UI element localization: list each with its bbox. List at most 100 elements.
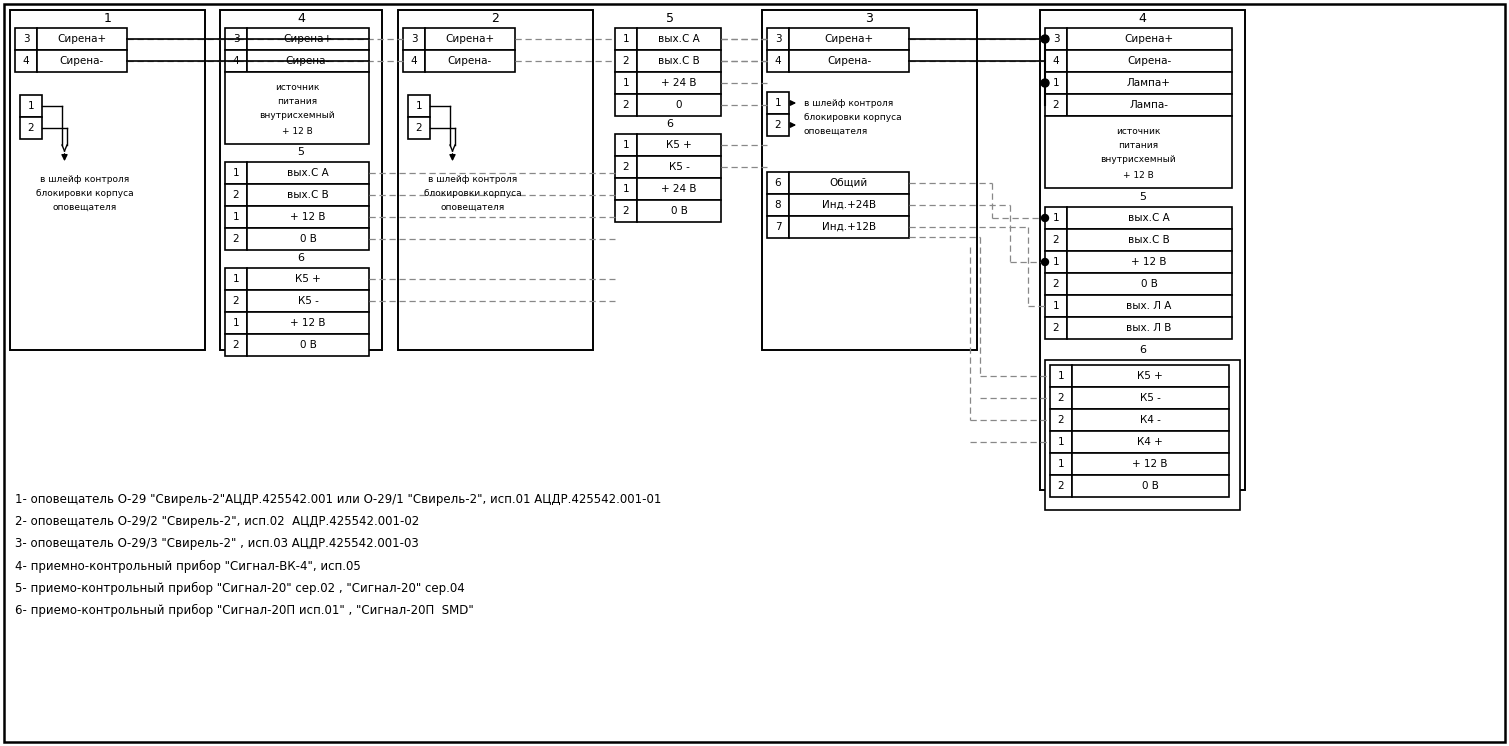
Bar	[247, 228, 370, 250]
Text: 2: 2	[1058, 415, 1064, 425]
Bar	[1071, 365, 1228, 387]
Text: Инд.+24В: Инд.+24В	[822, 200, 877, 210]
Text: 1: 1	[232, 168, 240, 178]
Text: 1: 1	[1058, 437, 1064, 447]
Bar	[767, 194, 789, 216]
Text: 2: 2	[232, 190, 240, 200]
Circle shape	[1041, 79, 1049, 87]
Bar	[616, 134, 637, 156]
Text: 3: 3	[410, 34, 418, 44]
Text: 4: 4	[774, 56, 782, 66]
Text: К5 +: К5 +	[665, 140, 691, 150]
Text: + 12 В: + 12 В	[282, 128, 312, 137]
Bar	[426, 50, 515, 72]
Text: блокировки корпуса: блокировки корпуса	[424, 189, 522, 198]
Text: внутрисхемный: внутрисхемный	[1100, 155, 1176, 165]
Text: 1: 1	[1058, 371, 1064, 381]
Bar	[1046, 229, 1067, 251]
Bar	[1050, 431, 1071, 453]
Text: Сирена+: Сирена+	[824, 34, 874, 44]
Text: 0: 0	[676, 100, 682, 110]
Bar	[407, 95, 430, 117]
Text: 1: 1	[1058, 459, 1064, 469]
Text: 0 В: 0 В	[300, 234, 317, 244]
Bar	[225, 268, 247, 290]
Text: внутрисхемный: внутрисхемный	[260, 111, 335, 121]
Text: 4: 4	[232, 56, 240, 66]
Text: 3: 3	[1053, 34, 1059, 44]
Text: питания: питания	[1118, 142, 1157, 151]
Text: Лампа+: Лампа+	[1127, 78, 1171, 88]
Text: 3: 3	[866, 11, 874, 25]
Text: Сирена-: Сирена-	[285, 56, 330, 66]
Text: 2- оповещатель О-29/2 "Свирель-2", исп.02  АЦДР.425542.001-02: 2- оповещатель О-29/2 "Свирель-2", исп.0…	[15, 515, 420, 528]
Bar	[403, 28, 426, 50]
Bar	[38, 50, 127, 72]
Bar	[767, 28, 789, 50]
Bar	[15, 50, 38, 72]
Bar	[789, 194, 908, 216]
Bar	[767, 114, 789, 136]
Text: 2: 2	[623, 56, 629, 66]
Bar	[225, 72, 370, 144]
Text: 1: 1	[623, 140, 629, 150]
Bar	[247, 290, 370, 312]
Text: 5- приемо-контрольный прибор "Сигнал-20" сер.02 , "Сигнал-20" сер.04: 5- приемо-контрольный прибор "Сигнал-20"…	[15, 581, 465, 595]
Bar	[637, 28, 721, 50]
Bar	[1067, 273, 1231, 295]
Bar	[1050, 475, 1071, 497]
Text: 1: 1	[104, 11, 112, 25]
Text: Инд.+12В: Инд.+12В	[822, 222, 877, 232]
Text: в шлейф контроля: в шлейф контроля	[429, 175, 518, 184]
Text: К4 -: К4 -	[1139, 415, 1160, 425]
Bar	[1046, 72, 1067, 94]
Bar	[637, 178, 721, 200]
Bar	[1067, 50, 1231, 72]
Text: 3: 3	[23, 34, 29, 44]
Bar	[1071, 409, 1228, 431]
Text: в шлейф контроля: в шлейф контроля	[41, 175, 130, 184]
Bar	[225, 228, 247, 250]
Text: 1: 1	[1053, 257, 1059, 267]
Text: блокировки корпуса: блокировки корпуса	[36, 189, 134, 198]
Text: вых.С В: вых.С В	[658, 56, 700, 66]
Bar	[637, 94, 721, 116]
Text: 1: 1	[1053, 78, 1059, 88]
Bar	[247, 184, 370, 206]
Text: 5: 5	[1139, 192, 1145, 202]
Bar	[767, 50, 789, 72]
Bar	[616, 200, 637, 222]
Text: 1: 1	[232, 274, 240, 284]
Text: 1: 1	[27, 101, 35, 111]
Text: 1: 1	[1053, 213, 1059, 223]
Bar	[767, 216, 789, 238]
Bar	[1040, 10, 1245, 490]
Bar	[247, 206, 370, 228]
Text: 2: 2	[232, 234, 240, 244]
Bar	[1067, 317, 1231, 339]
Text: 4: 4	[297, 11, 305, 25]
Text: К5 +: К5 +	[296, 274, 321, 284]
Text: 2: 2	[1053, 279, 1059, 289]
Text: 6- приемо-контрольный прибор "Сигнал-20П исп.01" , "Сигнал-20П  SMD": 6- приемо-контрольный прибор "Сигнал-20П…	[15, 604, 474, 616]
Text: 7: 7	[774, 222, 782, 232]
Text: Сирена-: Сирена-	[448, 56, 492, 66]
Text: 4: 4	[410, 56, 418, 66]
Text: 2: 2	[1058, 393, 1064, 403]
Text: 1: 1	[623, 184, 629, 194]
Text: 0 В: 0 В	[300, 340, 317, 350]
Bar	[403, 50, 426, 72]
Bar	[1046, 360, 1240, 510]
Bar	[1067, 207, 1231, 229]
Text: Общий: Общий	[830, 178, 868, 188]
Bar	[1067, 251, 1231, 273]
Bar	[38, 28, 127, 50]
Text: 2: 2	[415, 123, 423, 133]
Text: 2: 2	[232, 296, 240, 306]
Text: 0 В: 0 В	[1141, 279, 1157, 289]
Text: 2: 2	[1053, 235, 1059, 245]
Text: Сирена+: Сирена+	[57, 34, 107, 44]
Bar	[426, 28, 515, 50]
Bar	[1050, 453, 1071, 475]
Bar	[1067, 229, 1231, 251]
